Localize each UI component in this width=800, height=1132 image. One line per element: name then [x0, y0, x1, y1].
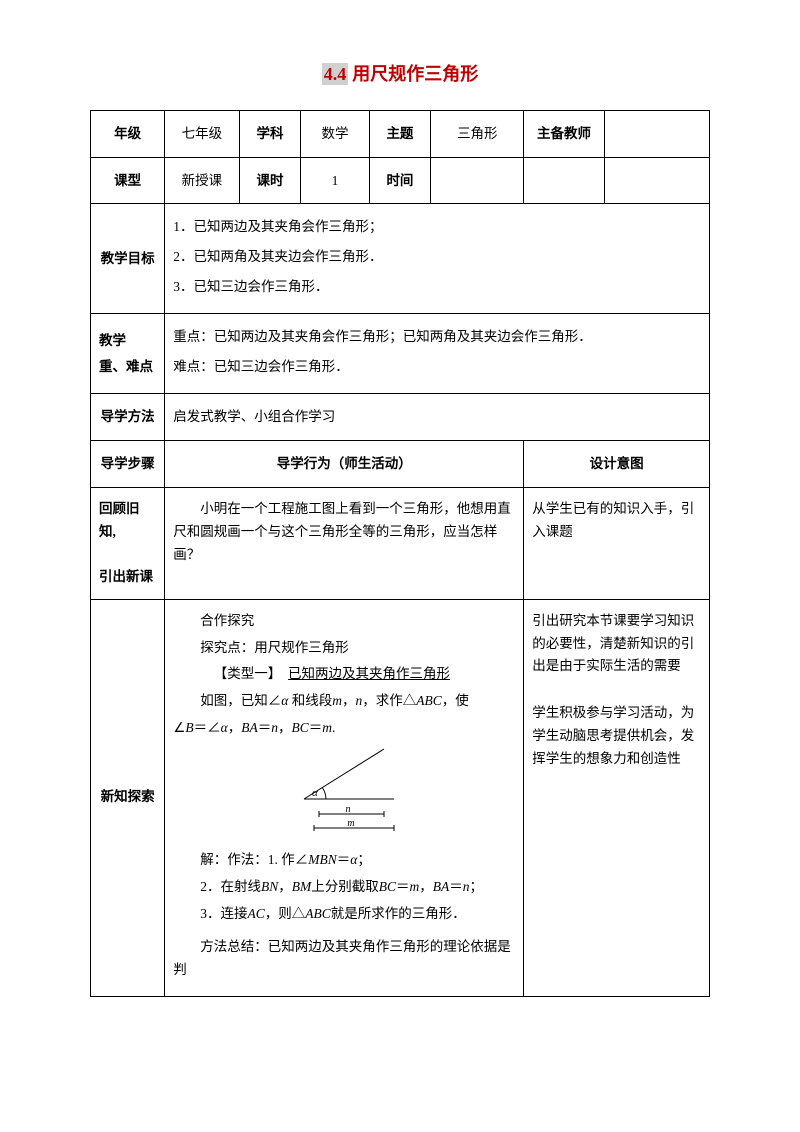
keypoints-label-2: 重、难点: [99, 354, 156, 380]
objective-2: 2．已知两角及其夹边会作三角形．: [173, 244, 701, 270]
steps-col1: 导学步骤: [91, 441, 165, 488]
review-label: 回顾旧知, 引出新课: [91, 487, 165, 599]
explore-label: 新知探索: [91, 599, 165, 996]
row-review: 回顾旧知, 引出新课 小明在一个工程施工图上看到一个三角形，他想用直尺和圆规画一…: [91, 487, 710, 599]
time-label: 时间: [369, 157, 431, 204]
alpha-label: α: [312, 787, 318, 799]
subject-label: 学科: [239, 111, 301, 158]
explore-intent-2: 学生积极参与学习活动，为学生动脑思考提供机会，发挥学生的想象力和创造性: [532, 702, 701, 771]
review-label-1: 回顾旧知,: [99, 498, 156, 544]
row-objectives: 教学目标 1．已知两边及其夹角会作三角形； 2．已知两角及其夹边会作三角形． 3…: [91, 204, 710, 314]
keypoints-label: 教学 重、难点: [91, 314, 165, 394]
type1-prefix: 【类型一】: [214, 666, 288, 681]
title-text: 用尺规作三角形: [352, 64, 478, 84]
explore-coop: 合作探究: [173, 610, 515, 633]
objective-3: 3．已知三边会作三角形．: [173, 274, 701, 300]
period-label: 课时: [239, 157, 301, 204]
row-explore: 新知探索 合作探究 探究点：用尺规作三角形 【类型一】 已知两边及其夹角作三角形…: [91, 599, 710, 996]
explore-intent: 引出研究本节课要学习知识的必要性，清楚新知识的引出是由于实际生活的需要 学生积极…: [524, 599, 710, 996]
type-value: 新授课: [165, 157, 239, 204]
explore-problem-line1: 如图，已知∠α 和线段m，n，求作△ABC，使: [173, 690, 515, 713]
steps-col2: 导学行为（师生活动）: [165, 441, 524, 488]
solution-step1: 解：作法：1. 作∠MBN＝α；: [173, 849, 515, 872]
keypoint-2: 难点：已知三边会作三角形．: [173, 354, 701, 380]
empty-cell-2: [604, 157, 709, 204]
row-type: 课型 新授课 课时 1 时间: [91, 157, 710, 204]
n-label: n: [346, 804, 351, 815]
empty-cell-1: [524, 157, 604, 204]
page-title: 4.4用尺规作三角形: [90, 60, 710, 86]
objective-1: 1．已知两边及其夹角会作三角形；: [173, 214, 701, 240]
objectives-label: 教学目标: [91, 204, 165, 314]
grade-value: 七年级: [165, 111, 239, 158]
topic-label: 主题: [369, 111, 431, 158]
row-steps-header: 导学步骤 导学行为（师生活动） 设计意图: [91, 441, 710, 488]
type1-title: 已知两边及其夹角作三角形: [288, 666, 450, 681]
title-number: 4.4: [322, 63, 349, 85]
review-activity-text: 小明在一个工程施工图上看到一个三角形，他想用直尺和圆规画一个与这个三角形全等的三…: [173, 498, 515, 567]
explore-activity: 合作探究 探究点：用尺规作三角形 【类型一】 已知两边及其夹角作三角形 如图，已…: [165, 599, 524, 996]
row-method: 导学方法 启发式教学、小组合作学习: [91, 394, 710, 441]
lesson-table: 年级 七年级 学科 数学 主题 三角形 主备教师 课型 新授课 课时 1 时间 …: [90, 110, 710, 997]
solution-step3: 3．连接AC，则△ABC就是所求作的三角形．: [173, 903, 515, 926]
keypoint-1: 重点：已知两边及其夹角会作三角形；已知两角及其夹边会作三角形．: [173, 324, 701, 350]
review-intent: 从学生已有的知识入手，引入课题: [524, 487, 710, 599]
row-keypoints: 教学 重、难点 重点：已知两边及其夹角会作三角形；已知两角及其夹边会作三角形． …: [91, 314, 710, 394]
m-label: m: [348, 818, 355, 829]
type-label: 课型: [91, 157, 165, 204]
explore-problem-line2: ∠B＝∠α，BA＝n，BC＝m.: [173, 717, 515, 740]
method-summary: 方法总结：已知两边及其夹角作三角形的理论依据是判: [173, 936, 515, 982]
subject-value: 数学: [301, 111, 369, 158]
angle-diagram: α n m: [173, 744, 515, 847]
time-value: [431, 157, 524, 204]
steps-col3: 设计意图: [524, 441, 710, 488]
review-activity: 小明在一个工程施工图上看到一个三角形，他想用直尺和圆规画一个与这个三角形全等的三…: [165, 487, 524, 599]
teacher-label: 主备教师: [524, 111, 604, 158]
method-value: 启发式教学、小组合作学习: [165, 394, 710, 441]
row-grade: 年级 七年级 学科 数学 主题 三角形 主备教师: [91, 111, 710, 158]
solution-step2: 2．在射线BN，BM上分别截取BC＝m，BA＝n；: [173, 876, 515, 899]
page: 4.4用尺规作三角形 年级 七年级 学科 数学 主题 三角形 主备教师 课型: [0, 0, 800, 1132]
period-value: 1: [301, 157, 369, 204]
keypoints-content: 重点：已知两边及其夹角会作三角形；已知两角及其夹边会作三角形． 难点：已知三边会…: [165, 314, 710, 394]
topic-value: 三角形: [431, 111, 524, 158]
explore-type1: 【类型一】 已知两边及其夹角作三角形: [173, 663, 515, 686]
grade-label: 年级: [91, 111, 165, 158]
teacher-value: [604, 111, 709, 158]
objectives-content: 1．已知两边及其夹角会作三角形； 2．已知两角及其夹边会作三角形． 3．已知三边…: [165, 204, 710, 314]
method-label: 导学方法: [91, 394, 165, 441]
review-label-2: 引出新课: [99, 566, 156, 589]
explore-intent-1: 引出研究本节课要学习知识的必要性，清楚新知识的引出是由于实际生活的需要: [532, 610, 701, 679]
keypoints-label-1: 教学: [99, 328, 156, 354]
explore-point: 探究点：用尺规作三角形: [173, 637, 515, 660]
diagram-svg: α n m: [274, 744, 414, 839]
